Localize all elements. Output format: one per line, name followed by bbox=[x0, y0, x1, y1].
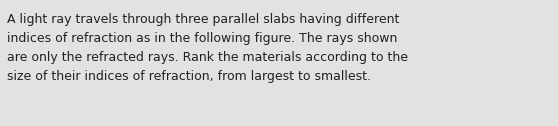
Text: A light ray travels through three parallel slabs having different
indices of ref: A light ray travels through three parall… bbox=[7, 13, 408, 83]
